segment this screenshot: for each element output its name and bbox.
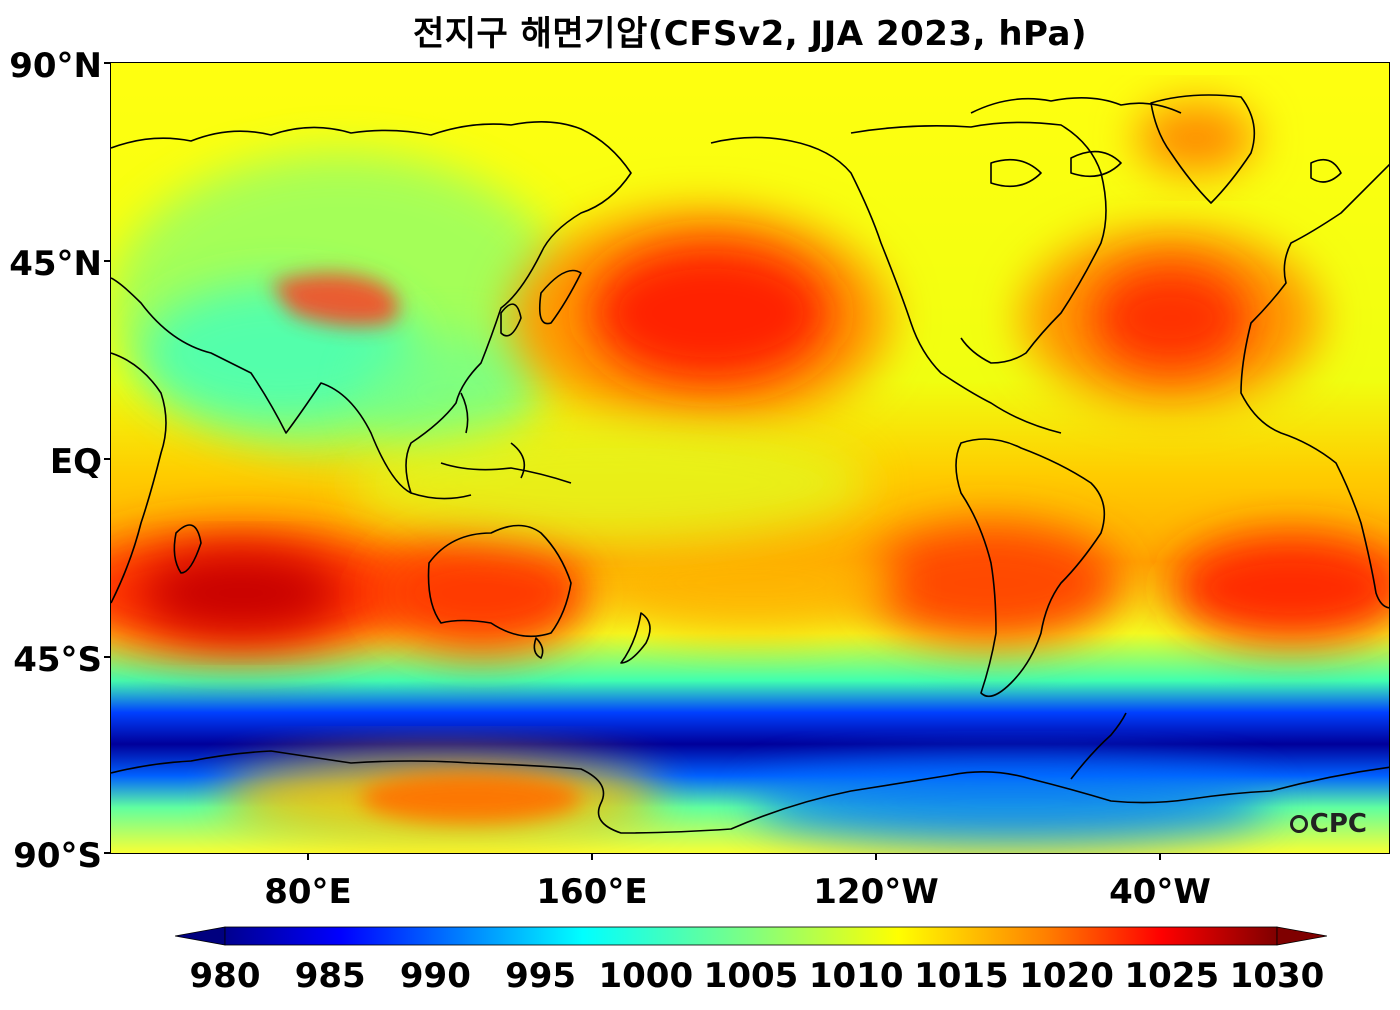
colorbar-tick-label: 1015	[914, 956, 1009, 996]
lon-label-80e: 80°E	[264, 872, 352, 912]
lat-tick	[104, 260, 110, 262]
colorbar-tick-label: 1030	[1229, 956, 1325, 996]
cpc-logo-icon	[1289, 815, 1308, 833]
colorbar-tick-label: 985	[294, 956, 366, 996]
lat-label-45s: 45°S	[13, 640, 102, 680]
colorbar-tick-label: 990	[399, 956, 471, 996]
lat-label-90n: 90°N	[9, 46, 102, 86]
map-area: CPC	[110, 62, 1390, 854]
lat-tick	[104, 656, 110, 658]
lon-tick	[875, 854, 877, 860]
colorbar-tick-label: 980	[189, 956, 261, 996]
lon-label-120w: 120°W	[813, 872, 939, 912]
lat-label-45n: 45°N	[9, 244, 102, 284]
cpc-watermark: CPC	[1289, 809, 1367, 839]
colorbar-max-extend	[1276, 926, 1327, 946]
colorbar-tick-label: 1020	[1019, 956, 1114, 996]
lat-label-90s: 90°S	[13, 836, 102, 876]
colorbar-min-extend	[175, 926, 226, 946]
lon-tick	[1159, 854, 1161, 860]
watermark-text: CPC	[1309, 809, 1367, 839]
lon-tick	[307, 854, 309, 860]
lon-tick	[591, 854, 593, 860]
colorbar	[175, 926, 1327, 946]
pressure-field-map	[111, 63, 1389, 853]
coastlines	[111, 94, 1389, 834]
colorbar-tick-label: 1010	[808, 956, 904, 996]
lon-label-40w: 40°W	[1109, 872, 1211, 912]
colorbar-tick-label: 995	[505, 956, 577, 996]
lat-label-eq: EQ	[49, 442, 102, 482]
colorbar-gradient	[224, 926, 1278, 946]
lat-tick	[104, 852, 110, 854]
colorbar-tick-label: 1025	[1124, 956, 1220, 996]
lon-label-160e: 160°E	[536, 872, 648, 912]
lat-tick	[104, 458, 110, 460]
colorbar-tick-label: 1005	[703, 956, 799, 996]
map-title: 전지구 해면기압(CFSv2, JJA 2023, hPa)	[412, 14, 1088, 54]
colorbar-tick-label: 1000	[598, 956, 694, 996]
lat-tick	[104, 62, 110, 64]
